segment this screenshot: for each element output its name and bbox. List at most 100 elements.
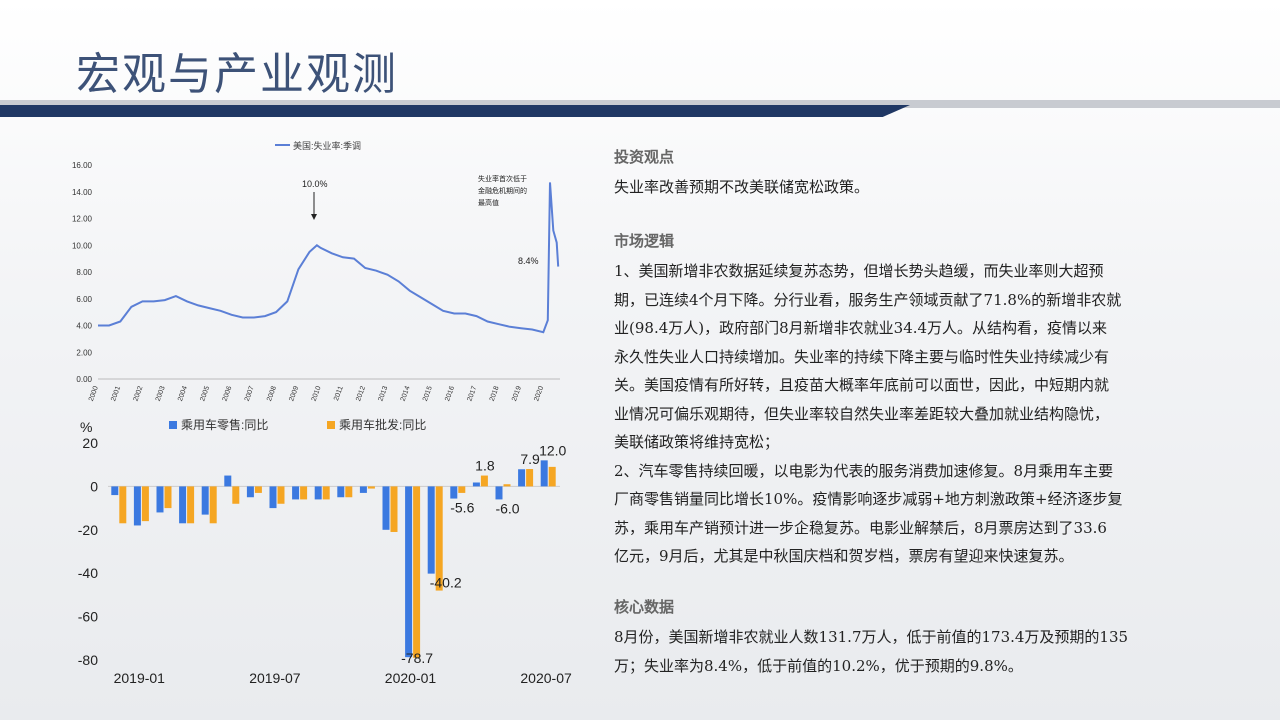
data-label: 7.9: [520, 451, 540, 467]
y-axis: 0.00 2.00 4.00 6.00 8.00 10.00 12.00 14.00 16.00: [72, 161, 560, 384]
unemployment-chart: 美国:失业率:季调 0.00 2.00 4.00 6.00 8.00 10.00 12.00…: [60, 130, 580, 420]
x-tick-label: 2011: [333, 385, 345, 402]
data-label: -5.6: [450, 500, 474, 516]
x-tick-label: 2018: [489, 385, 501, 402]
x-tick-label: 2019-01: [114, 670, 166, 686]
bar-retail: [314, 486, 322, 500]
bar-retail: [133, 486, 141, 526]
note-line-1: 失业率首次低于: [478, 174, 527, 183]
body-line: 亿元，9月后，尤其是中秋国庆档和贺岁档，票房有望迎来快速复苏。: [614, 547, 1074, 565]
y-tick-label: 14.00: [72, 188, 93, 197]
bar-retail: [540, 460, 548, 487]
x-tick-label: 2008: [266, 385, 278, 402]
section-core-data: 核心数据 8月份，美国新增非农就业人数131.7万人，低于前值的173.4万及预…: [614, 596, 1128, 680]
x-axis: 2000 2001 2002 2003 2004 2005 2006 2007 2008 2009…: [88, 385, 545, 402]
x-tick-label: 2016: [444, 385, 456, 402]
x-tick-label: 2001: [110, 385, 122, 402]
bar-wholesale: [322, 486, 330, 500]
x-tick-label: 2015: [422, 385, 434, 402]
bar-retail: [179, 486, 187, 524]
bar-wholesale: [548, 466, 556, 487]
body-line: 永久性失业人口持续增加。失业率的持续下降主要与临时性失业持续减少有: [614, 347, 1110, 366]
data-label: -78.7: [401, 650, 433, 666]
section-body: 8月份，美国新增非农就业人数131.7万人，低于前值的173.4万及预期的135…: [614, 623, 1128, 680]
bar-retail: [518, 469, 526, 487]
body-line: 期，已连续4个月下降。分行业看，服务生产领域贡献了71.8%的新增非农就: [614, 290, 1122, 309]
bar-wholesale: [390, 486, 398, 532]
bar-retail: [269, 486, 277, 509]
y-tick-label: 8.00: [76, 268, 92, 277]
legend-label: 美国:失业率:季调: [293, 140, 361, 151]
bar-wholesale: [300, 486, 308, 500]
y-tick-label: -80: [78, 652, 98, 668]
peak-arrow-head: [311, 214, 317, 220]
page-title: 宏观与产业观测: [76, 49, 398, 100]
x-tick-label: 2009: [288, 385, 300, 402]
y-tick-label: 0: [90, 478, 98, 494]
y-tick-label: 20: [82, 435, 98, 451]
bar-retail: [359, 486, 367, 493]
legend-label-retail: 乘用车零售:同比: [181, 417, 268, 432]
unemployment-chart-svg: 美国:失业率:季调 0.00 2.00 4.00 6.00 8.00 10.00 12.00…: [72, 140, 560, 402]
bar-retail: [472, 482, 480, 487]
data-label: -6.0: [495, 500, 519, 516]
bar-retail: [495, 486, 503, 500]
title-rule-navy: [0, 105, 910, 117]
y-axis: 20 0 -20 -40 -60 -80: [78, 435, 560, 668]
body-line: 2、汽车零售持续回暖，以电影为代表的服务消费加速修复。8月乘用车主要: [614, 461, 1114, 480]
legend-label-wholesale: 乘用车批发:同比: [339, 417, 426, 432]
data-label: 12.0: [539, 442, 566, 458]
x-tick-label: 2010: [311, 385, 323, 402]
bar-retail: [111, 486, 119, 496]
y-tick-label: 4.00: [76, 322, 92, 331]
x-axis: 2019-01 2019-07 2020-01 2020-07: [114, 670, 572, 686]
bar-retail: [246, 486, 254, 498]
bar-wholesale: [209, 486, 217, 524]
title-bar: 宏观与产业观测: [0, 0, 1280, 117]
data-label: -40.2: [430, 575, 462, 591]
title-rule-grey: [0, 100, 1280, 108]
bar-wholesale: [345, 486, 353, 498]
bar-wholesale: [526, 469, 534, 487]
bar-retail: [292, 486, 300, 500]
x-tick-label: 2017: [466, 385, 478, 402]
chart-legend: 乘用车零售:同比 乘用车批发:同比: [169, 417, 426, 432]
bar-retail: [201, 486, 209, 515]
x-tick-label: 2000: [88, 385, 100, 402]
bar-wholesale: [480, 475, 488, 487]
data-label: 1.8: [475, 458, 495, 474]
bar-retail: [224, 475, 232, 487]
section-heading: 投资观点: [614, 148, 675, 166]
bar-wholesale: [164, 486, 172, 509]
unit-label: %: [80, 419, 92, 435]
bar-wholesale: [503, 484, 511, 487]
section-body: 1、美国新增非农数据延续复苏态势，但增长势头趋缓，而失业率则大超预 期，已连续4…: [614, 257, 1122, 571]
body-line: 美联储政策将维持宽松；: [614, 433, 780, 451]
peak-annotation: 10.0%: [302, 179, 328, 189]
body-line: 厂商零售销量同比增长10%。疫情影响逐步减弱+地方刺激政策+经济逐步复: [614, 490, 1123, 508]
x-tick-label: 2007: [244, 385, 256, 402]
body-line: 业(98.4万人)，政府部门8月新增非农就业34.4万人。从结构看，疫情以来: [614, 319, 1108, 337]
y-tick-label: 12.00: [72, 215, 93, 224]
x-tick-label: 2019-07: [249, 670, 301, 686]
x-tick-label: 2020-07: [520, 670, 572, 686]
bar-retail: [405, 486, 413, 658]
body-line: 万；失业率为8.4%，低于前值的10.2%，优于预期的9.8%。: [614, 656, 1023, 675]
bar-retail: [382, 486, 390, 530]
x-tick-label: 2020-01: [385, 670, 437, 686]
section-investment-view: 投资观点 失业率改善预期不改美联储宽松政策。: [614, 146, 869, 202]
y-tick-label: 10.00: [72, 241, 93, 250]
bar-retail: [450, 486, 458, 499]
body-line: 苏，乘用车产销预计进一步企稳复苏。电影业解禁后，8月票房达到了33.6: [614, 518, 1107, 537]
x-tick-label: 2020: [533, 385, 545, 402]
body-line: 8月份，美国新增非农就业人数131.7万人，低于前值的173.4万及预期的135: [614, 628, 1129, 646]
x-tick-label: 2004: [177, 385, 189, 402]
bar-wholesale: [458, 486, 466, 493]
x-tick-label: 2005: [199, 385, 211, 402]
vehicle-sales-chart-svg: % 乘用车零售:同比 乘用车批发:同比 20 0 -20 -40 -60 -80 -78.…: [78, 417, 572, 686]
x-tick-label: 2002: [133, 385, 145, 402]
bar-wholesale: [277, 486, 285, 504]
note-line-3: 最高值: [478, 198, 499, 207]
x-tick-label: 2013: [377, 385, 389, 402]
bar-wholesale: [119, 486, 127, 524]
